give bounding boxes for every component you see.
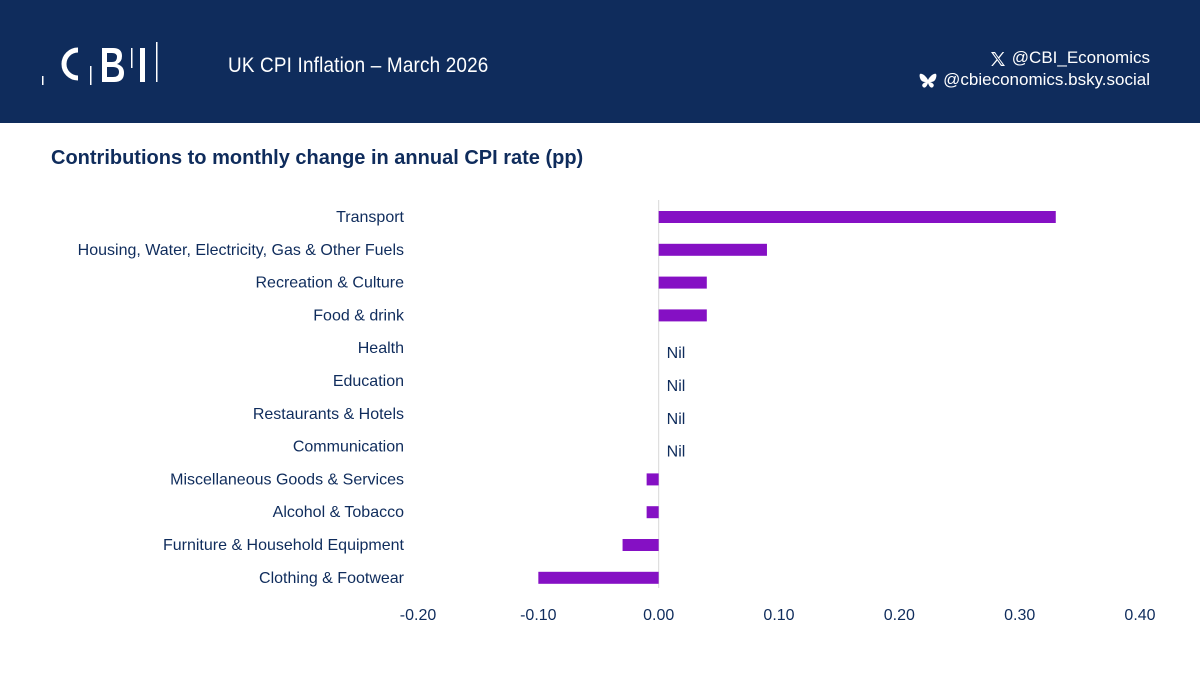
bar-chart: Transport Housing, Water, Electricity, Ga… bbox=[78, 200, 1156, 624]
category-label: Recreation & Culture bbox=[255, 275, 404, 292]
bsky-handle: @cbieconomics.bsky.social bbox=[943, 70, 1150, 89]
category-label: Miscellaneous Goods & Services bbox=[170, 471, 404, 488]
category-label: Education bbox=[333, 373, 404, 390]
category-label: Communication bbox=[293, 439, 404, 456]
x-tick-label: 0.40 bbox=[1124, 607, 1155, 624]
bar bbox=[622, 539, 659, 551]
x-tick-label: -0.10 bbox=[520, 607, 557, 624]
category-label: Food & drink bbox=[313, 307, 405, 324]
social-handles: @CBI_Economics @cbieconomics.bsky.social bbox=[919, 47, 1150, 91]
data-label: Nil bbox=[667, 444, 686, 461]
bar bbox=[658, 211, 1056, 223]
header-title: UK CPI Inflation – March 2026 bbox=[228, 54, 489, 77]
data-labels: Nil Nil Nil Nil bbox=[667, 345, 686, 460]
category-label: Housing, Water, Electricity, Gas & Other… bbox=[78, 242, 404, 259]
chart-title: Contributions to monthly change in annua… bbox=[51, 147, 584, 169]
butterfly-icon bbox=[919, 71, 937, 89]
category-label: Health bbox=[358, 340, 404, 357]
bar bbox=[646, 506, 659, 519]
data-label: Nil bbox=[667, 345, 686, 362]
bar bbox=[658, 243, 767, 256]
bar bbox=[658, 276, 707, 289]
cbi-logo bbox=[40, 42, 162, 86]
x-tick-label: 0.00 bbox=[643, 607, 674, 624]
bsky-handle-row[interactable]: @cbieconomics.bsky.social bbox=[919, 69, 1150, 91]
bar bbox=[538, 571, 659, 584]
x-logo-icon bbox=[988, 49, 1006, 67]
category-label: Clothing & Footwear bbox=[259, 570, 405, 587]
data-label: Nil bbox=[667, 411, 686, 428]
header-banner: UK CPI Inflation – March 2026 @CBI_Econo… bbox=[0, 0, 1200, 123]
x-tick-label: -0.20 bbox=[400, 607, 437, 624]
category-labels: Transport Housing, Water, Electricity, Ga… bbox=[78, 209, 405, 587]
category-label: Furniture & Household Equipment bbox=[163, 537, 405, 554]
x-tick-label: 0.30 bbox=[1004, 607, 1035, 624]
bar bbox=[646, 473, 659, 486]
x-handle-row[interactable]: @CBI_Economics bbox=[919, 47, 1150, 69]
bar bbox=[658, 309, 707, 322]
data-label: Nil bbox=[667, 378, 686, 395]
x-tick-label: 0.20 bbox=[884, 607, 915, 624]
category-label: Restaurants & Hotels bbox=[253, 406, 404, 423]
category-label: Transport bbox=[336, 209, 404, 226]
category-label: Alcohol & Tobacco bbox=[273, 504, 404, 521]
bars bbox=[538, 200, 1056, 588]
x-axis-tick-labels: -0.20 -0.10 0.00 0.10 0.20 0.30 0.40 bbox=[400, 607, 1156, 624]
x-handle: @CBI_Economics bbox=[1011, 48, 1150, 67]
x-tick-label: 0.10 bbox=[763, 607, 794, 624]
